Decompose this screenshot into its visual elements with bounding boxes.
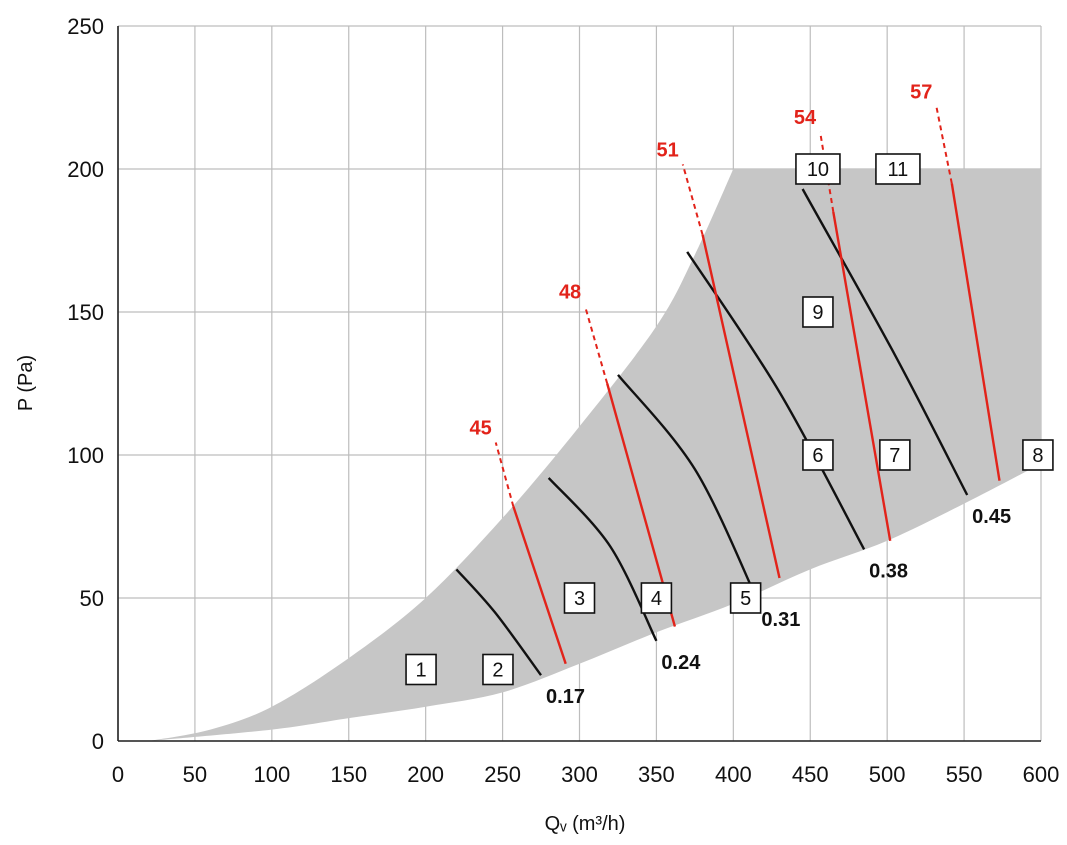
region-box-frame xyxy=(563,582,596,614)
x-tick-label: 50 xyxy=(183,762,207,787)
speed-curve-label: 0.24 xyxy=(661,652,701,674)
noise-curve-leader xyxy=(584,306,609,384)
region-box-frame xyxy=(802,439,834,471)
noise-curve-leader xyxy=(935,106,953,184)
y-axis-ticks: 0 50 100 150 200 250 xyxy=(67,14,104,754)
noise-curve-label: 51 xyxy=(657,139,679,161)
region-box-frame xyxy=(405,653,437,686)
region-number: 5 xyxy=(740,588,751,610)
region-box-frame xyxy=(875,153,921,185)
region-box-frame xyxy=(795,153,841,185)
speed-curve-0.24 xyxy=(547,477,658,642)
speed-curve-label: 0.38 xyxy=(869,560,908,582)
region-box-frame xyxy=(802,296,834,328)
noise-curve-45 xyxy=(512,506,567,665)
x-tick-label: 500 xyxy=(869,762,906,787)
x-tick-label: 350 xyxy=(638,762,675,787)
noise-curve-57 xyxy=(950,183,1001,481)
x-axis-ticks: 0 50 100 150 200 250 300 350 400 450 500 550 600 xyxy=(112,762,1059,787)
region-number: 1 xyxy=(415,660,426,682)
noise-curve-label: 54 xyxy=(794,107,817,129)
speed-curve-0.31 xyxy=(617,374,758,599)
noise-curve-label: 48 xyxy=(559,282,581,304)
region-number: 10 xyxy=(807,159,829,181)
region-box-frame xyxy=(482,653,514,686)
speed-curve-label: 0.17 xyxy=(546,686,585,708)
region-box-3: 3 xyxy=(563,582,596,614)
plot-frame xyxy=(117,26,1041,742)
speed-curve-0.45 xyxy=(801,188,969,496)
speed-curve-label: 0.31 xyxy=(761,609,800,631)
region-number: 7 xyxy=(889,445,900,467)
x-tick-label: 150 xyxy=(330,762,367,787)
noise-curve-leader xyxy=(494,442,515,507)
x-tick-label: 250 xyxy=(484,762,521,787)
x-tick-label: 600 xyxy=(1023,762,1060,787)
y-tick-label: 100 xyxy=(67,443,104,468)
region-number: 4 xyxy=(651,588,662,610)
region-number: 11 xyxy=(888,159,909,181)
y-tick-label: 250 xyxy=(67,14,104,39)
y-tick-label: 150 xyxy=(67,300,104,325)
region-number: 8 xyxy=(1032,445,1043,467)
region-box-5: 5 xyxy=(729,582,762,614)
x-tick-label: 300 xyxy=(561,762,598,787)
y-tick-label: 50 xyxy=(80,586,104,611)
x-tick-label: 400 xyxy=(715,762,752,787)
region-box-4: 4 xyxy=(640,582,673,614)
x-tick-label: 0 xyxy=(112,762,124,787)
region-box-7: 7 xyxy=(879,439,911,471)
y-tick-label: 0 xyxy=(92,729,104,754)
speed-curve-label: 0.45 xyxy=(972,506,1011,528)
speed-curve-0.17 xyxy=(455,568,542,676)
x-axis-title: Qᵥ (m³/h) xyxy=(545,813,626,835)
region-box-frame xyxy=(879,439,911,471)
noise-curve-51 xyxy=(701,234,781,579)
region-number: 2 xyxy=(492,660,503,682)
y-tick-label: 200 xyxy=(67,157,104,182)
y-axis-title: P (Pa) xyxy=(15,355,37,411)
speed-curves: 0.17 0.24 0.31 0.38 0.45 xyxy=(455,188,1011,708)
region-box-1: 1 xyxy=(405,653,437,686)
region-box-6: 6 xyxy=(802,439,834,471)
noise-curve-leader xyxy=(681,164,704,236)
region-box-frame xyxy=(729,582,762,614)
noise-curve-label: 45 xyxy=(470,417,492,439)
x-tick-label: 200 xyxy=(407,762,444,787)
region-number: 6 xyxy=(812,445,823,467)
speed-curve-0.38 xyxy=(686,251,866,550)
x-tick-label: 550 xyxy=(946,762,983,787)
region-box-2: 2 xyxy=(482,653,514,686)
region-box-frame xyxy=(1022,439,1054,471)
noise-curve-label: 57 xyxy=(910,82,932,104)
x-tick-label: 100 xyxy=(253,762,290,787)
region-number: 9 xyxy=(812,302,823,324)
region-box-11: 11 xyxy=(875,153,921,185)
x-tick-label: 450 xyxy=(792,762,829,787)
region-box-8: 8 xyxy=(1022,439,1054,471)
region-box-10: 10 xyxy=(795,153,841,185)
region-number: 3 xyxy=(574,588,585,610)
region-box-9: 9 xyxy=(802,296,834,328)
region-box-frame xyxy=(640,582,673,614)
noise-curve-54 xyxy=(832,211,892,542)
